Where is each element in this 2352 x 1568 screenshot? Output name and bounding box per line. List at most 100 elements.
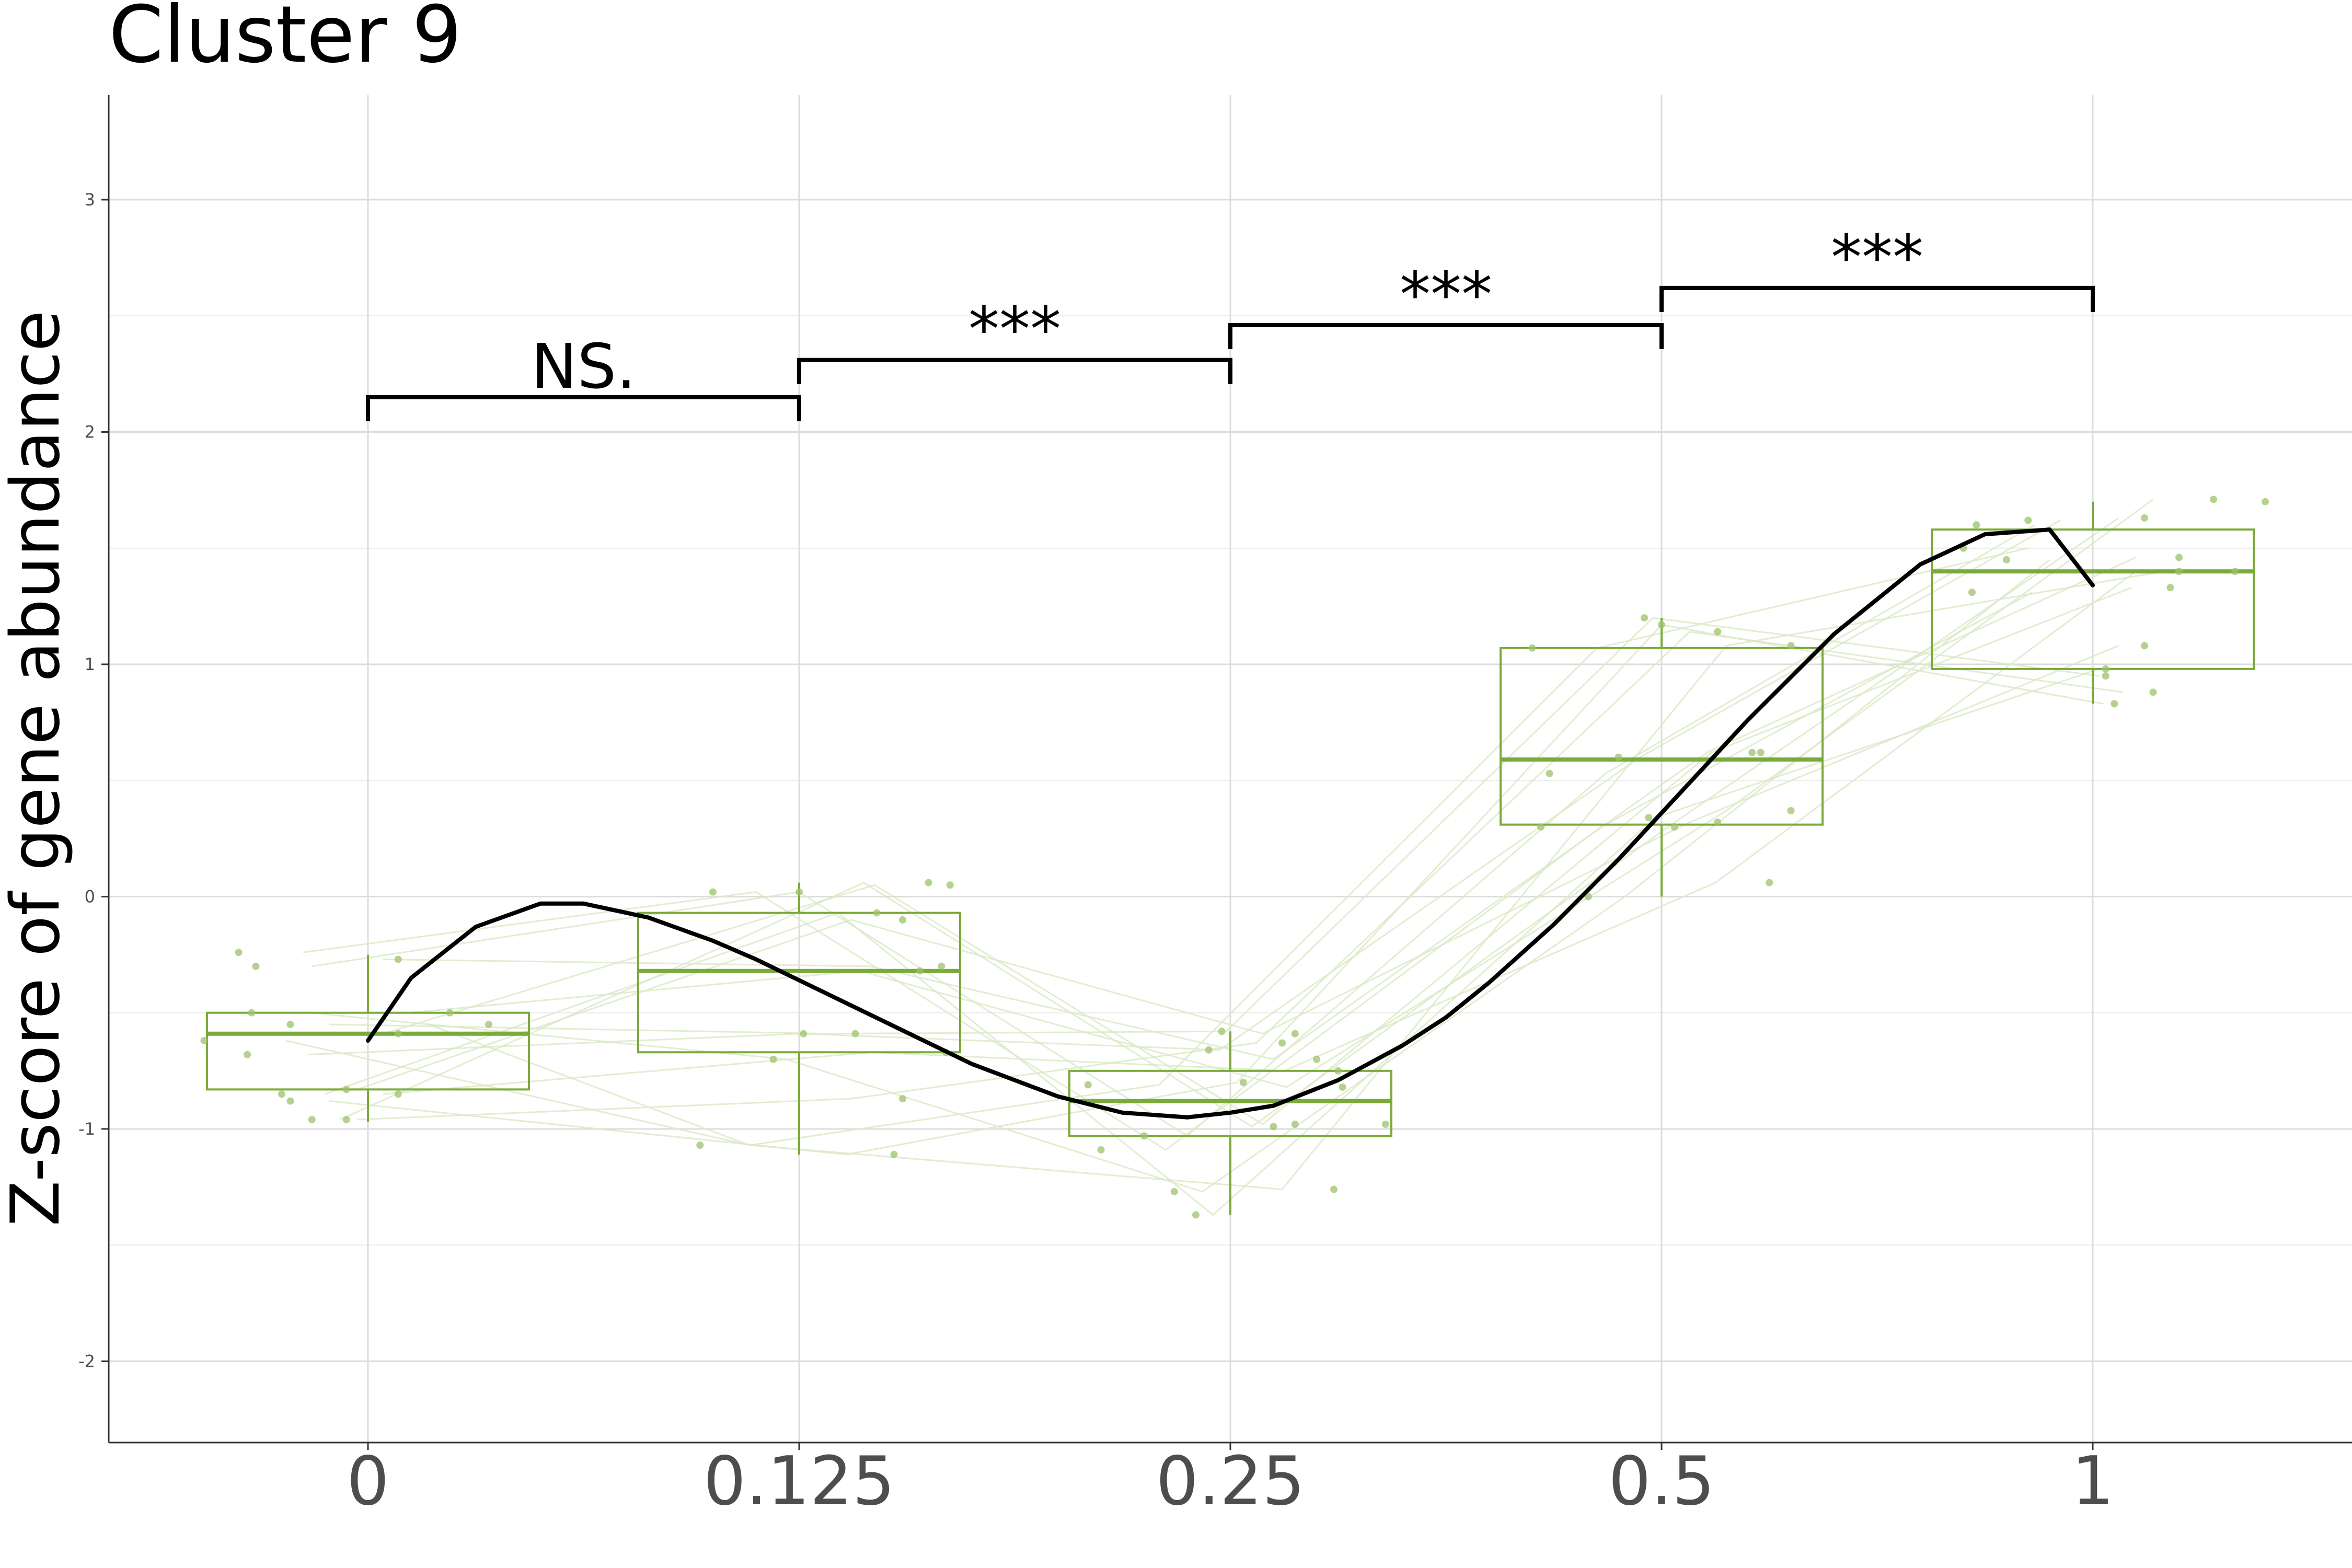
box-iqr — [1068, 1069, 1392, 1137]
data-point — [2102, 665, 2109, 673]
data-point — [235, 949, 243, 956]
gene-profile-lines — [285, 499, 2164, 1216]
data-point — [1084, 1081, 1092, 1089]
y-tick-label: 3 — [85, 190, 95, 210]
boxplot-0.25 — [1068, 1031, 1392, 1215]
data-point — [394, 1030, 402, 1037]
data-point — [1615, 753, 1622, 761]
data-point — [1528, 644, 1536, 652]
trend-curve-layer — [366, 527, 2095, 1120]
y-tick-label: -1 — [78, 1119, 95, 1139]
boxplot-1 — [1931, 501, 2255, 704]
data-points — [200, 495, 2269, 1219]
y-tick-label: 1 — [85, 654, 95, 674]
data-point — [2175, 568, 2183, 575]
gene-profile-line — [357, 631, 2123, 1121]
data-point — [200, 1037, 208, 1045]
data-point — [1787, 807, 1795, 815]
data-point — [1641, 614, 1648, 622]
gene-profile-line — [307, 520, 2061, 1056]
y-tick-label: 0 — [85, 886, 95, 906]
comparison-bracket: NS. — [366, 330, 801, 421]
boxplots — [206, 501, 2255, 1215]
data-point — [851, 1030, 859, 1037]
boxplot-0 — [206, 954, 530, 1122]
y-tick-labels: -2 -1 0 1 2 3 — [78, 190, 109, 1371]
data-point — [1546, 769, 1553, 777]
data-point — [394, 955, 402, 963]
data-point — [308, 1116, 316, 1124]
x-tick-label: 0 — [347, 1443, 389, 1520]
data-point — [1714, 628, 1722, 636]
data-point — [2141, 514, 2148, 522]
bracket-line — [1228, 323, 1664, 350]
data-point — [446, 1009, 454, 1017]
data-point — [1339, 1083, 1346, 1091]
data-point — [286, 1097, 294, 1105]
data-point — [1537, 823, 1544, 831]
data-point — [1278, 1039, 1286, 1047]
gene-profile-line — [383, 570, 2137, 1095]
data-point — [2262, 498, 2269, 505]
significance-brackets: NS. *** *** *** — [366, 221, 2095, 421]
data-point — [1714, 818, 1722, 826]
data-point — [1330, 1185, 1338, 1193]
data-point — [1748, 748, 1756, 756]
data-point — [890, 1150, 898, 1158]
grid-lines — [109, 95, 2352, 1443]
data-point — [2149, 688, 2157, 696]
data-point — [278, 1090, 285, 1098]
gene-profile-line — [428, 570, 2164, 1191]
data-point — [1140, 1132, 1148, 1140]
gene-profile-line — [329, 617, 2100, 1035]
data-point — [2102, 672, 2109, 680]
data-point — [1097, 1146, 1105, 1154]
data-point — [1670, 823, 1678, 831]
data-point — [1192, 1211, 1200, 1219]
gene-profile-line — [383, 557, 2137, 1060]
chart-title: Cluster 9 — [109, 0, 462, 80]
comparison-bracket: *** — [1659, 221, 2095, 312]
data-point — [1334, 1067, 1342, 1075]
x-tick-label: 1 — [2071, 1443, 2114, 1520]
data-point — [1170, 1187, 1178, 1195]
box-iqr — [1931, 528, 2255, 670]
data-point — [899, 1095, 906, 1103]
x-tick-label: 0.125 — [704, 1443, 895, 1520]
boxplot-0.5 — [1500, 618, 1824, 897]
data-point — [485, 1020, 492, 1028]
x-tick-labels: 0 0.125 0.25 0.5 1 — [347, 1443, 2114, 1520]
x-tick-label: 0.25 — [1156, 1443, 1305, 1520]
data-point — [1313, 1055, 1320, 1063]
comparison-bracket: *** — [1228, 258, 1664, 350]
comparison-bracket: *** — [797, 293, 1232, 384]
data-point — [394, 1090, 402, 1098]
data-point — [1239, 1079, 1247, 1087]
data-point — [342, 1116, 350, 1124]
data-point — [2024, 516, 2032, 524]
bracket-line — [366, 395, 801, 421]
box-iqr — [206, 1011, 530, 1091]
data-point — [2141, 642, 2148, 650]
x-tick-label: 0.5 — [1608, 1443, 1715, 1520]
boxplot-0.125 — [637, 882, 961, 1155]
y-axis-label: Z-score of gene abundance — [0, 310, 75, 1227]
gene-profile-line — [383, 586, 2132, 1125]
y-tick-label: 2 — [85, 422, 95, 442]
box-iqr — [637, 912, 961, 1054]
gene-profile-line — [285, 547, 2028, 1146]
data-point — [1973, 521, 1980, 529]
data-point — [1757, 748, 1765, 756]
data-point — [1291, 1030, 1299, 1037]
data-point — [938, 962, 946, 970]
data-point — [1218, 1028, 1226, 1035]
gene-profile-line — [329, 624, 2104, 1156]
gene-profile-line — [339, 517, 2119, 1128]
data-point — [696, 1142, 704, 1149]
data-point — [342, 1086, 350, 1093]
data-point — [248, 1009, 256, 1017]
data-point — [286, 1020, 294, 1028]
data-point — [873, 909, 881, 917]
data-point — [709, 888, 717, 896]
